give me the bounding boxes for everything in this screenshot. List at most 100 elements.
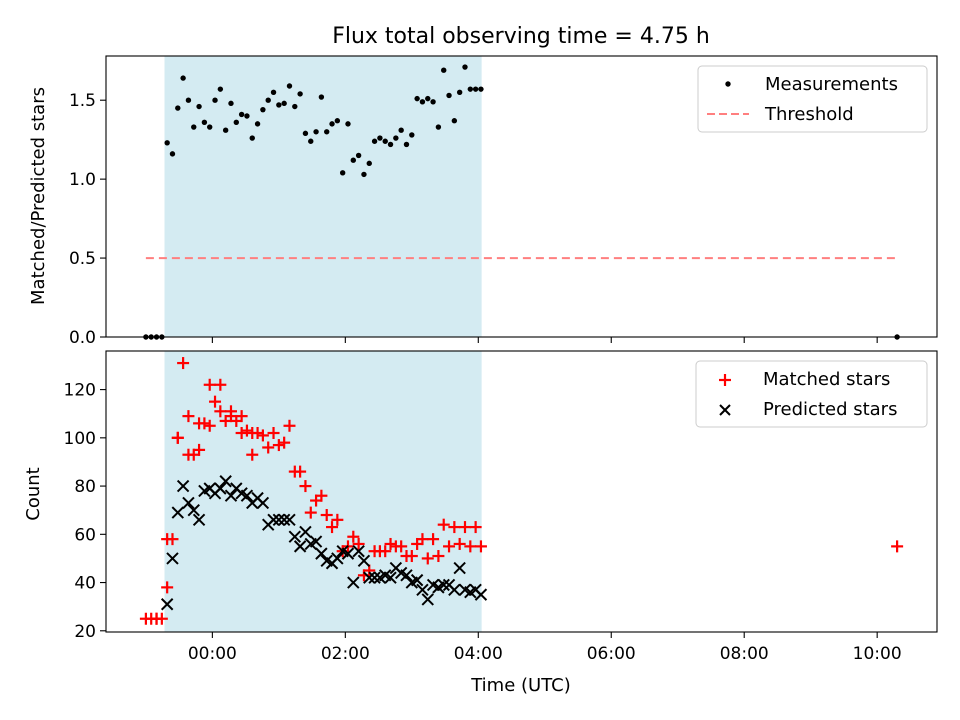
predicted-star-point [368, 571, 381, 584]
measurement-point [217, 86, 224, 92]
count-points [139, 357, 904, 625]
ratio-legend-box [697, 65, 928, 133]
matched-star-point [203, 378, 216, 391]
matched-star-point [171, 431, 184, 444]
matched-star-point [421, 552, 434, 565]
predicted-star-point [219, 475, 232, 488]
predicted-star-point [166, 552, 179, 565]
measurement-point [222, 127, 229, 133]
predicted-star-point [400, 569, 413, 582]
predicted-star-point [293, 540, 307, 553]
matched-star-point [405, 550, 418, 563]
predicted-star-point [453, 561, 466, 575]
measurement-point [254, 121, 261, 127]
y-tick-label: 20 [74, 622, 96, 642]
x-tick-label: 10:00 [853, 644, 902, 664]
y-tick-label: 1.0 [69, 170, 96, 190]
predicted-star-point [410, 573, 424, 587]
measurement-point [302, 130, 309, 137]
legend-measurements-label: Measurements [765, 74, 898, 95]
matched-star-point [395, 540, 408, 553]
measurement-point [329, 121, 335, 127]
measurement-point [441, 67, 447, 73]
y-tick-label: 60 [74, 525, 96, 545]
ratio-y-axis: 0.0 0.5 1.0 1.5 [69, 91, 106, 348]
measurement-point [334, 118, 341, 124]
measurement-point [371, 138, 378, 144]
predicted-star-point [352, 544, 365, 558]
measurement-point [409, 132, 415, 138]
measurement-point [260, 106, 266, 113]
matched-star-point [352, 537, 365, 550]
predicted-star-point [267, 513, 280, 527]
matched-star-point [448, 521, 461, 534]
x-tick-label: 02:00 [321, 644, 370, 664]
predicted-star-point [224, 489, 238, 502]
x-tick-label: 06:00 [587, 644, 636, 664]
measurement-point [276, 102, 282, 108]
predicted-star-point [309, 535, 323, 548]
matched-star-point [427, 533, 440, 546]
measurement-point [185, 97, 192, 103]
predicted-star-point [299, 525, 312, 539]
measurement-point [265, 97, 271, 103]
predicted-star-point [416, 583, 429, 596]
measurement-point [478, 86, 484, 92]
measurement-point [435, 124, 442, 130]
predicted-star-point [384, 571, 397, 584]
matched-star-point [432, 550, 445, 563]
matched-star-point [384, 537, 397, 550]
predicted-star-point [176, 479, 190, 493]
measurement-point [345, 121, 351, 127]
matched-star-point [458, 521, 471, 534]
measurement-point [169, 151, 176, 157]
matched-star-point [315, 489, 328, 502]
predicted-star-point [283, 513, 296, 527]
y-tick-label: 0.5 [69, 249, 96, 269]
predicted-star-point [448, 583, 461, 596]
matched-star-point [182, 410, 195, 423]
matched-star-point [278, 436, 291, 449]
measurement-point [313, 129, 319, 135]
measurement-point [467, 86, 474, 92]
x-tick-label: 00:00 [188, 644, 237, 664]
matched-star-point [474, 540, 487, 553]
y-tick-label: 40 [74, 574, 96, 594]
predicted-star-point [160, 598, 174, 611]
matched-star-point [182, 448, 195, 461]
chart-title: Flux total observing time = 4.75 h [332, 24, 710, 49]
ratio-legend: Measurements Threshold [697, 65, 928, 133]
count-legend-box [695, 360, 928, 428]
count-plot-frame [105, 350, 938, 633]
measurement-point [228, 100, 234, 107]
measurement-point [425, 95, 431, 102]
matched-star-point [246, 448, 259, 461]
matched-star-point [294, 465, 307, 478]
matched-star-point [304, 506, 317, 519]
ratio-y-label: Matched/Predicted stars [28, 87, 49, 305]
measurement-point [318, 94, 325, 100]
matched-star-point [320, 509, 333, 522]
matched-star-point [469, 521, 482, 534]
predicted-star-point [363, 571, 376, 584]
measurement-point [382, 138, 388, 144]
y-tick-label: 120 [64, 381, 96, 401]
observing-window-span [164, 56, 482, 337]
measurement-point [212, 97, 218, 103]
matched-star-point [177, 357, 190, 370]
x-tick-label: 08:00 [720, 644, 769, 664]
matched-star-point [214, 405, 227, 418]
x-axis-label: Time (UTC) [470, 675, 571, 696]
matched-star-point [224, 410, 237, 423]
y-tick-label: 0.0 [69, 328, 96, 348]
predicted-star-point [214, 482, 227, 495]
predicted-star-point [256, 496, 270, 510]
matched-star-point [161, 581, 174, 594]
matched-star-point [235, 427, 248, 440]
measurement-point [393, 135, 399, 141]
measurement-point [207, 124, 213, 130]
measurement-point [201, 119, 208, 126]
matched-star-point [262, 441, 275, 454]
measurement-point [398, 127, 404, 133]
measurement-point [350, 157, 357, 163]
